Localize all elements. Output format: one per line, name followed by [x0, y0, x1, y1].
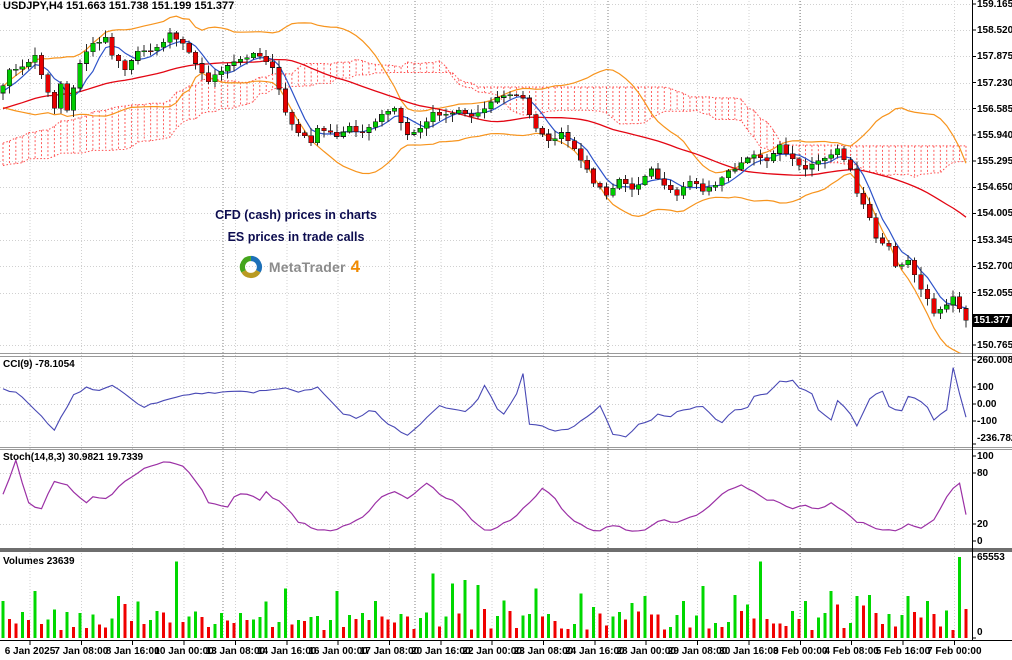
stoch-scale-label: 100 [977, 451, 994, 462]
price-axis-label: 150.765 [977, 339, 1012, 351]
time-axis-label: 8 Jan 16:00 [105, 646, 160, 657]
pane-separators [0, 353, 1012, 552]
cci-line [2, 367, 967, 438]
time-axis-label: 22 Jan 00:00 [462, 646, 522, 657]
time-axis-label: 14 Jan 16:00 [257, 646, 317, 657]
volume-scale-label: 65553 [977, 552, 1005, 563]
stoch-scale-label: 0 [977, 536, 983, 547]
ichimoku-cloud [2, 58, 967, 178]
price-axis-label: 158.520 [977, 25, 1012, 37]
time-axis-label: 24 Jan 16:00 [565, 646, 625, 657]
price-axis-label: 152.055 [977, 287, 1012, 299]
cci-scale-label: 0.00 [977, 398, 997, 410]
cci-scale-label: 100 [977, 382, 994, 394]
time-axis-label: 5 Feb 16:00 [875, 646, 931, 657]
cci-scale-label: 260.0084 [977, 355, 1012, 366]
price-axis-label: 159.165 [977, 0, 1012, 10]
price-axis-label: 157.230 [977, 77, 1012, 89]
main-price-pane [0, 15, 969, 354]
time-axis-label: 29 Jan 08:00 [667, 646, 728, 657]
price-axis-label: 152.700 [977, 261, 1012, 273]
price-axis-label: 156.585 [977, 103, 1012, 115]
time-axis-label: 7 Jan 08:00 [54, 646, 109, 657]
volumes-indicator-label: Volumes 23639 [3, 556, 75, 567]
stoch-scale-label: 80 [977, 468, 989, 479]
candles-layer [0, 28, 969, 328]
time-axis-label: 3 Feb 00:00 [773, 646, 828, 657]
time-axis-label: 30 Jan 16:00 [719, 646, 779, 657]
metatrader-logo-text: MetaTrader [268, 259, 346, 275]
price-axis-label: 155.295 [977, 156, 1012, 168]
metatrader-logo: MetaTrader 4 [238, 254, 360, 280]
volume-scale-label: 0 [977, 627, 983, 638]
price-axis-label: 154.005 [977, 208, 1012, 220]
stochastic-indicator-label: Stoch(14,8,3) 30.9821 19.7339 [3, 452, 144, 463]
metatrader-logo-icon [239, 255, 262, 279]
stochastic-line [2, 458, 967, 532]
price-axis-label: 155.940 [977, 129, 1012, 141]
fast-ma-line [2, 40, 967, 309]
grid-layer [0, 1, 972, 638]
time-axis-label: 4 Feb 08:00 [824, 646, 879, 657]
annotation-line-1: CFD (cash) prices in charts [215, 208, 377, 222]
time-axis-label: 17 Jan 08:00 [359, 646, 420, 657]
time-axis-label: 23 Jan 08:00 [513, 646, 574, 657]
time-axis-label: 28 Jan 00:00 [616, 646, 676, 657]
cci-scale-label: -236.7829 [977, 433, 1012, 444]
volume-bars [1, 557, 968, 638]
time-axis-label: 10 Jan 00:00 [154, 646, 214, 657]
cci-scale-label: -100 [977, 415, 998, 427]
volatility-bands [2, 15, 967, 354]
price-axis-label: 154.650 [977, 182, 1012, 194]
time-axis-label: 6 Jan 2025 [4, 646, 56, 657]
cci-indicator-label: CCI(9) -78.1054 [3, 359, 75, 370]
time-axis-label: 20 Jan 16:00 [411, 646, 471, 657]
stoch-scale-label: 20 [977, 519, 989, 530]
time-axis-label: 7 Feb 00:00 [927, 646, 982, 657]
time-axis-label: 13 Jan 08:00 [205, 646, 266, 657]
annotation-line-2: ES prices in trade calls [227, 230, 365, 244]
chart-title-ohlc: USDJPY,H4 151.663 151.738 151.199 151.37… [3, 0, 235, 12]
price-axis-label: 153.345 [977, 235, 1012, 247]
current-price-badge: 151.377 [972, 314, 1012, 327]
time-axis-label: 16 Jan 00:00 [308, 646, 368, 657]
metatrader-logo-number: 4 [350, 257, 361, 276]
price-axis-label: 157.875 [977, 51, 1012, 63]
